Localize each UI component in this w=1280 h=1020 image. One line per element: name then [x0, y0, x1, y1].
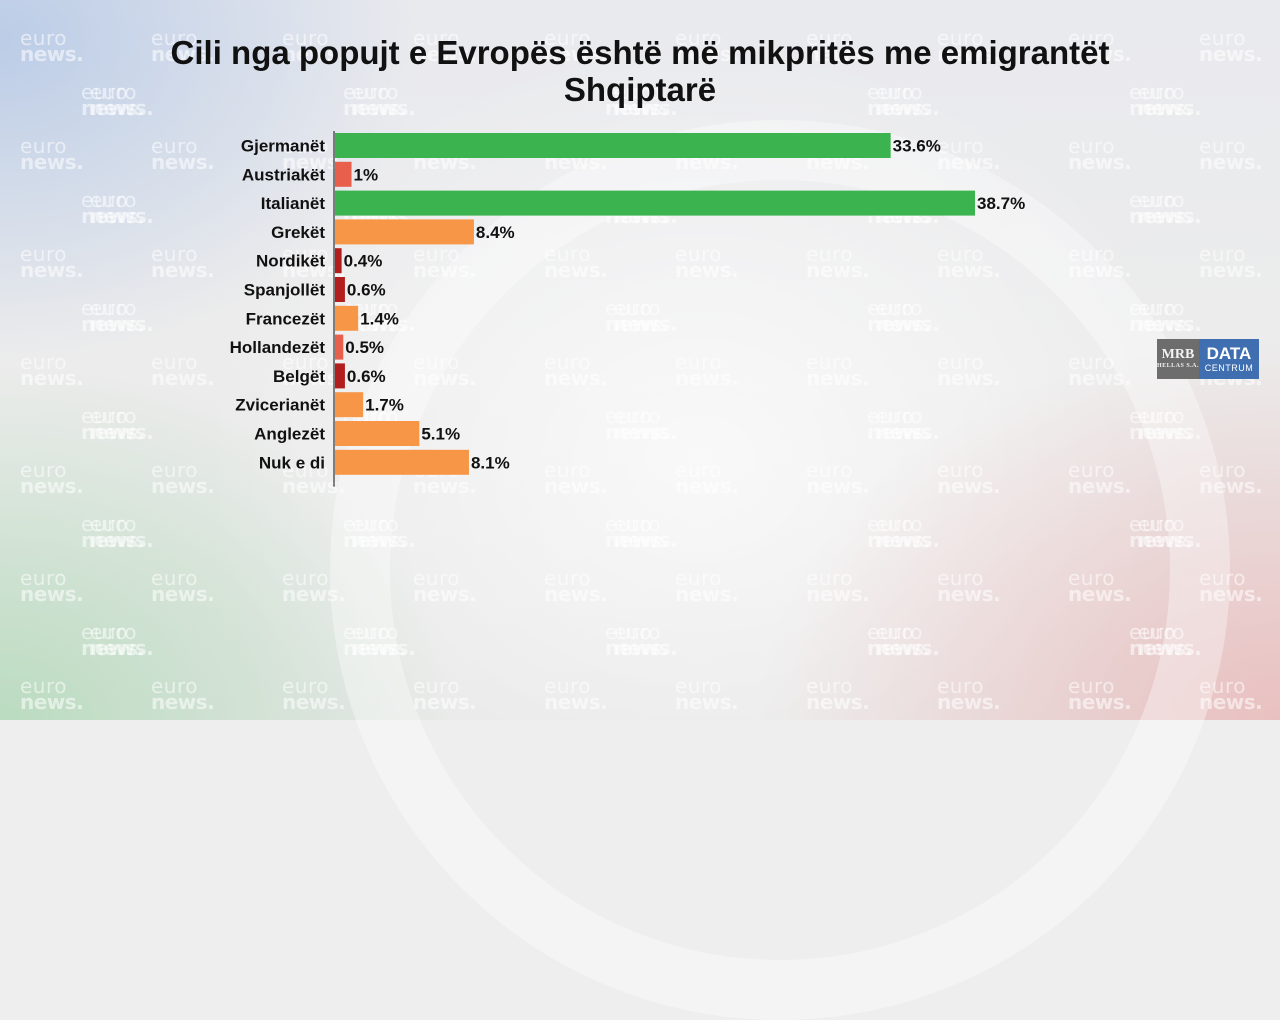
bar [335, 219, 474, 245]
mrb-data-centrum-logo: MRB HELLAS S.A. DATA CENTRUM [1157, 339, 1259, 379]
value-label: 8.4% [476, 223, 515, 242]
chart-title: Cili nga popujt e Evropës është më mikpr… [170, 34, 1110, 108]
bar [335, 190, 975, 216]
bar-chart: Gjermanët 33.6% Austriakët 1% Italianët 38.7%… [230, 131, 1025, 487]
category-label: Spanjollët [244, 281, 326, 300]
value-label: 1.4% [360, 309, 399, 328]
value-label: 0.6% [347, 367, 386, 386]
bar [335, 334, 344, 360]
value-label: 38.7% [977, 194, 1025, 213]
category-label: Grekët [271, 223, 325, 242]
value-label: 0.4% [344, 252, 383, 271]
category-label: Francezët [246, 309, 326, 328]
category-label: Zvicerianët [235, 396, 325, 415]
category-label: Nuk e di [259, 453, 325, 472]
mrb-logo: MRB HELLAS S.A. [1157, 339, 1199, 379]
bar [335, 449, 469, 475]
bar [335, 392, 364, 418]
category-label: Belgët [273, 367, 325, 386]
value-label: 1% [354, 165, 379, 184]
bar [335, 248, 342, 274]
category-label: Gjermanët [241, 137, 325, 156]
value-label: 5.1% [421, 425, 460, 444]
category-label: Hollandezët [230, 338, 326, 357]
bar [335, 421, 420, 446]
value-label: 0.6% [347, 281, 386, 300]
value-label: 33.6% [893, 137, 941, 156]
bar [335, 305, 359, 331]
category-label: Anglezët [254, 425, 325, 444]
value-label: 1.7% [365, 396, 404, 415]
data-centrum-logo: DATA CENTRUM [1199, 339, 1259, 379]
category-label: Italianët [261, 194, 326, 213]
bar [335, 277, 345, 302]
category-label: Austriakët [242, 165, 325, 184]
bar [335, 133, 891, 158]
bar [335, 161, 352, 187]
bar [335, 363, 345, 389]
category-label: Nordikët [256, 252, 325, 271]
value-label: 8.1% [471, 453, 510, 472]
value-label: 0.5% [345, 338, 384, 357]
